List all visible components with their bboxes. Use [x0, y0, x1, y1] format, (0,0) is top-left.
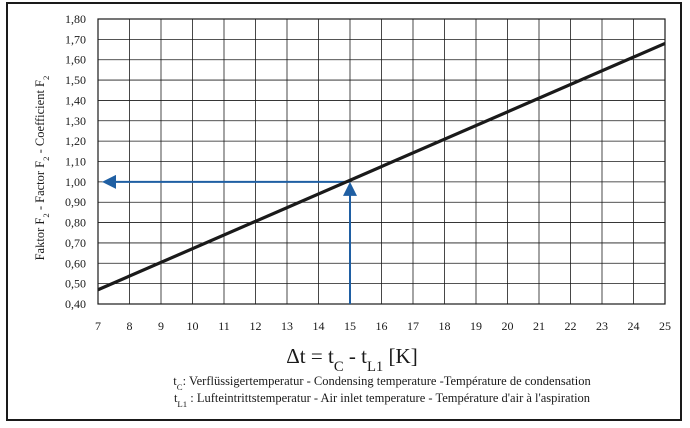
x-tick-8: 8 — [127, 319, 133, 333]
x-tick-19: 19 — [470, 319, 482, 333]
y-tick-2: 0,60 — [65, 256, 86, 270]
x-tick-21: 21 — [533, 319, 545, 333]
y-tick-0: 0,40 — [65, 297, 86, 311]
y-tick-6: 1,00 — [65, 175, 86, 189]
y-tick-5: 0,90 — [65, 195, 86, 209]
x-tick-13: 13 — [281, 319, 293, 333]
x-tick-22: 22 — [565, 319, 577, 333]
y-tick-13: 1,70 — [65, 32, 86, 46]
y-tick-11: 1,50 — [65, 73, 86, 87]
arrow-left-head — [102, 174, 116, 189]
y-tick-4: 0,80 — [65, 216, 86, 230]
series-line-0 — [97, 41, 666, 292]
y-tick-9: 1,30 — [65, 114, 86, 128]
chart-frame — [6, 2, 682, 421]
x-tick-17: 17 — [407, 319, 419, 333]
x-tick-18: 18 — [439, 319, 451, 333]
x-tick-20: 20 — [502, 319, 514, 333]
x-tick-labels: 7 8 9 10 11 12 13 14 15 16 17 18 19 20 21 22 23 24 25 — [95, 319, 671, 333]
x-axis-label: Δt = tC - tL1 [K] — [286, 344, 417, 375]
legend-line-air-inlet: tL1 : Lufteintrittstemperatur - Air inle… — [174, 391, 591, 409]
x-tick-23: 23 — [596, 319, 608, 333]
x-tick-12: 12 — [250, 319, 262, 333]
y-tick-8: 1,20 — [65, 134, 86, 148]
grid — [97, 18, 666, 305]
y-tick-labels: 0,40 0,50 0,60 0,70 0,80 0,90 1,00 1,10 1,20 1,30… — [65, 12, 86, 311]
y-tick-3: 0,70 — [65, 236, 86, 250]
x-tick-25: 25 — [659, 319, 671, 333]
x-tick-11: 11 — [218, 319, 230, 333]
y-tick-1: 0,50 — [65, 277, 86, 291]
y-tick-7: 1,10 — [65, 155, 86, 169]
x-tick-9: 9 — [158, 319, 164, 333]
marks — [97, 41, 666, 304]
x-tick-14: 14 — [313, 319, 325, 333]
y-tick-14: 1,80 — [65, 12, 86, 26]
x-tick-7: 7 — [95, 319, 101, 333]
y-tick-10: 1,40 — [65, 93, 86, 107]
x-tick-16: 16 — [376, 319, 388, 333]
legend-line-condensing: tC: Verflüssigertemperatur - Condensing … — [173, 374, 591, 392]
plot-border — [97, 18, 666, 305]
x-tick-10: 10 — [187, 319, 199, 333]
y-axis-label: Faktor F2 - Factor F2 - Coefficient F2 — [33, 76, 51, 261]
x-tick-15: 15 — [344, 319, 356, 333]
arrow-up-head — [343, 181, 357, 196]
x-tick-24: 24 — [628, 319, 640, 333]
y-tick-12: 1,60 — [65, 53, 86, 67]
